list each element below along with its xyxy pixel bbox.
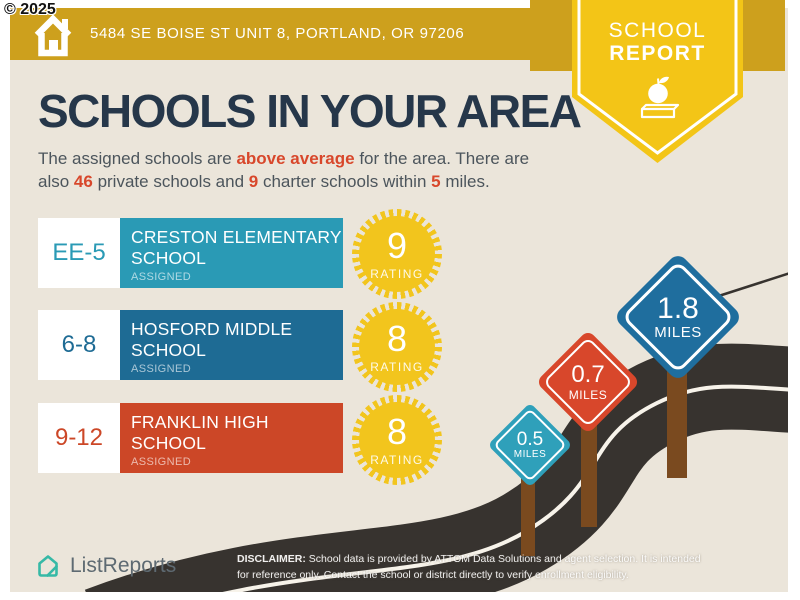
intro-highlight-above-average: above average: [236, 149, 355, 168]
intro-text-part: The assigned schools are: [38, 149, 237, 168]
assigned-badge: ASSIGNED: [131, 363, 192, 375]
intro-text: The assigned schools are above average f…: [38, 147, 581, 194]
disclaimer-label: DISCLAIMER:: [237, 553, 306, 565]
distance-unit: MILES: [568, 387, 608, 402]
badge-title-line2: REPORT: [609, 42, 706, 65]
rating-value: 8: [386, 410, 408, 452]
rating-label: RATING: [370, 452, 424, 467]
copyright-text: © 2025: [4, 1, 56, 18]
distance-sign-label: 0.5 MILES: [500, 415, 560, 475]
rating-value: 9: [386, 224, 408, 266]
rating-core: 8 RATING: [359, 309, 435, 385]
disclaimer-text: DISCLAIMER: School data is provided by A…: [237, 552, 742, 584]
distance-unit: MILES: [654, 324, 702, 342]
rating-value: 8: [386, 317, 408, 359]
property-address: 5484 SE BOISE ST UNIT 8, PORTLAND, OR 97…: [90, 25, 465, 42]
school-row-high: 9-12 FRANKLIN HIGH SCHOOL ASSIGNED: [38, 403, 348, 473]
page-title: SCHOOLS IN YOUR AREA: [38, 85, 582, 137]
sign-post: [667, 360, 687, 478]
distance-sign-label: 0.7 MILES: [551, 345, 625, 419]
school-info: HOSFORD MIDDLE SCHOOL ASSIGNED: [120, 310, 343, 380]
apple-on-book-icon: [629, 74, 687, 127]
sign-post: [581, 415, 597, 527]
listreports-logo: ListReports: [34, 552, 176, 580]
school-info: CRESTON ELEMENTARY SCHOOL ASSIGNED: [120, 218, 343, 288]
distance-value: 1.8: [657, 291, 699, 325]
school-report-badge: SCHOOL REPORT: [572, 0, 743, 163]
distance-value: 0.7: [571, 361, 605, 389]
home-icon: [30, 12, 76, 63]
distance-sign-0-5-miles: 0.5 MILES: [487, 402, 573, 488]
intro-text-part: also: [38, 172, 74, 192]
house-logo-icon: [38, 555, 58, 577]
rating-starburst: 8 RATING: [352, 395, 442, 485]
grade-range: 9-12: [38, 403, 120, 473]
rating-core: 8 RATING: [359, 402, 435, 478]
assigned-badge: ASSIGNED: [131, 456, 192, 468]
rating-starburst: 9 RATING: [352, 209, 442, 299]
intro-text-part: private schools and: [92, 172, 249, 192]
intro-highlight-private-count: 46: [73, 172, 93, 192]
intro-text-part: charter schools within: [258, 172, 432, 192]
rating-core: 9 RATING: [359, 216, 435, 292]
brand-name: ListReports: [70, 554, 177, 577]
school-row-middle: 6-8 HOSFORD MIDDLE SCHOOL ASSIGNED: [38, 310, 348, 380]
sign-post: [521, 470, 535, 556]
intro-text-part: miles.: [440, 172, 490, 192]
school-name: HOSFORD MIDDLE SCHOOL: [131, 319, 293, 360]
distance-unit: MILES: [513, 449, 547, 461]
school-row-elementary: EE-5 CRESTON ELEMENTARY SCHOOL ASSIGNED: [38, 218, 348, 288]
distance-value: 0.5: [516, 428, 544, 450]
intro-highlight-radius: 5: [431, 172, 441, 192]
school-name: FRANKLIN HIGH SCHOOL: [131, 412, 269, 453]
school-name: CRESTON ELEMENTARY SCHOOL: [131, 227, 342, 268]
distance-sign-1-8-miles: 1.8 MILES: [612, 251, 744, 383]
intro-text-part: for the area. There are: [354, 149, 530, 168]
rating-starburst: 8 RATING: [352, 302, 442, 392]
intro-section: SCHOOLS IN YOUR AREA The assigned school…: [38, 84, 582, 194]
assigned-badge: ASSIGNED: [131, 271, 192, 283]
disclaimer-line1: School data is provided by ATTOM Data So…: [305, 553, 701, 565]
rating-label: RATING: [370, 359, 424, 374]
intro-highlight-charter-count: 9: [248, 172, 259, 192]
disclaimer-line2: for reference only. Contact the school o…: [237, 568, 629, 581]
distance-sign-label: 1.8 MILES: [632, 271, 724, 363]
distance-sign-0-7-miles: 0.7 MILES: [535, 329, 641, 435]
grade-range: EE-5: [38, 218, 120, 288]
rating-label: RATING: [370, 266, 424, 281]
badge-title-line1: SCHOOL: [608, 19, 707, 42]
school-info: FRANKLIN HIGH SCHOOL ASSIGNED: [120, 403, 343, 473]
grade-range: 6-8: [38, 310, 120, 380]
